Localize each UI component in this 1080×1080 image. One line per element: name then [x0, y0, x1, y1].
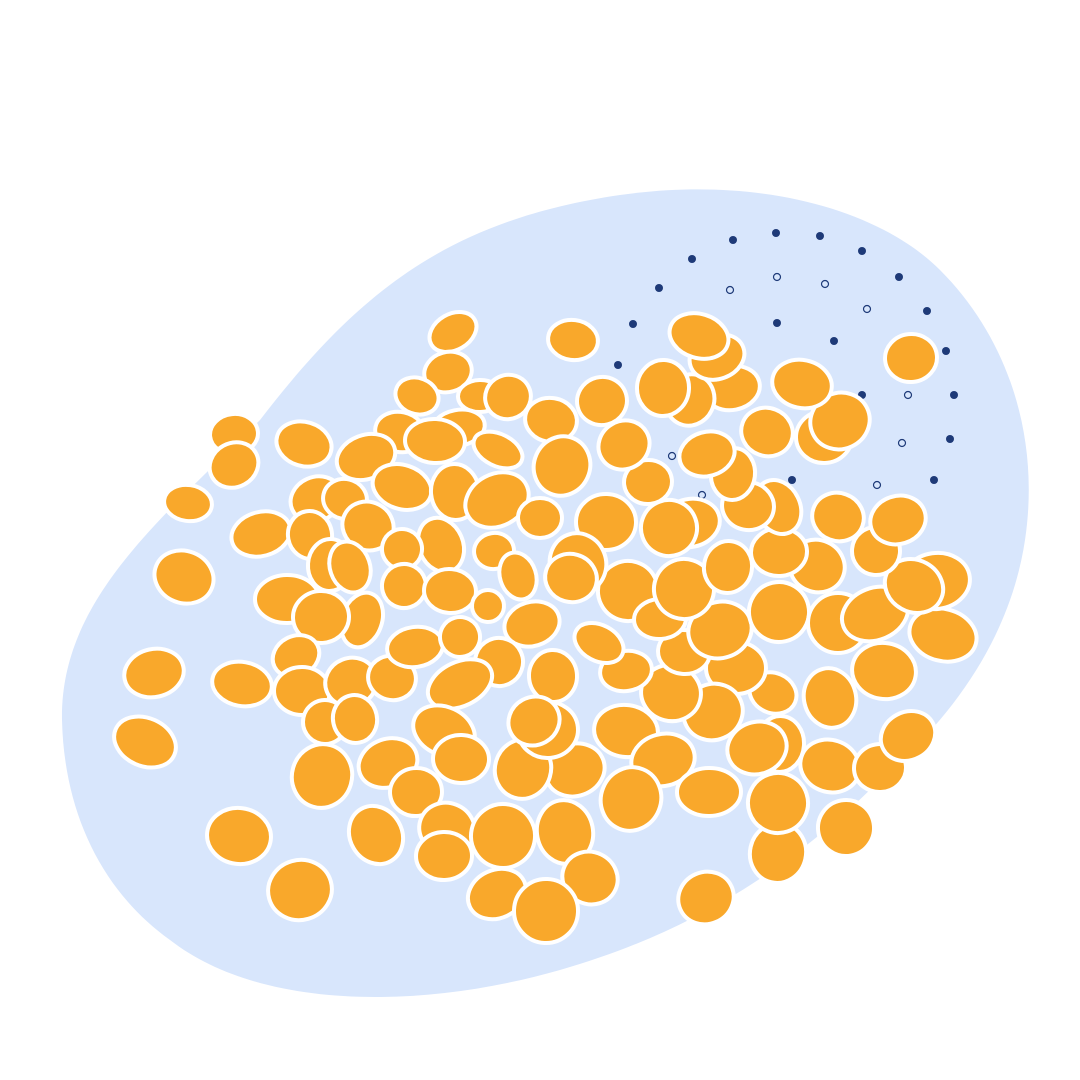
filled-dot: [946, 435, 954, 443]
orange-ellipse: [543, 551, 599, 605]
orange-ellipse: [639, 498, 699, 558]
orange-ellipse: [471, 429, 525, 471]
orange-ellipse: [274, 419, 334, 469]
orange-ellipse: [502, 599, 562, 649]
orange-ellipse: [346, 803, 406, 867]
orange-ellipse: [596, 418, 652, 472]
orange-ellipse: [122, 646, 186, 700]
orange-ellipse: [572, 620, 626, 666]
orange-ellipse: [470, 588, 506, 624]
orange-ellipse: [810, 490, 866, 544]
orange-ellipse: [291, 588, 351, 646]
ellipse-cluster: [112, 310, 979, 945]
orange-ellipse: [431, 732, 491, 786]
filled-dot: [816, 232, 824, 240]
orange-ellipse: [506, 694, 562, 748]
hollow-dot: [897, 438, 907, 448]
orange-ellipse: [497, 550, 539, 602]
dot-pattern: [614, 229, 958, 500]
orange-ellipse: [403, 416, 467, 466]
orange-ellipse: [868, 493, 928, 547]
orange-ellipse: [746, 771, 810, 835]
orange-ellipse: [598, 765, 664, 833]
orange-ellipse: [801, 666, 859, 730]
hollow-dot: [872, 480, 882, 490]
orange-ellipse: [531, 434, 593, 498]
orange-ellipse: [465, 866, 529, 922]
orange-ellipse: [483, 372, 533, 422]
hollow-dot: [725, 285, 735, 295]
orange-ellipse: [675, 765, 743, 819]
orange-ellipse: [676, 869, 736, 927]
orange-ellipse: [427, 310, 479, 354]
hollow-dot: [772, 272, 782, 282]
orange-ellipse: [725, 719, 789, 777]
orange-ellipse: [330, 693, 380, 745]
orange-ellipse: [907, 606, 979, 664]
filled-dot: [942, 347, 950, 355]
orange-ellipse: [162, 482, 214, 524]
orange-ellipse: [210, 659, 274, 709]
hollow-dot: [862, 304, 872, 314]
orange-ellipse: [414, 829, 474, 883]
orange-ellipse: [883, 331, 939, 385]
filled-dot: [614, 361, 622, 369]
hollow-dot: [820, 279, 830, 289]
orange-ellipse: [266, 857, 334, 923]
orange-ellipse: [205, 805, 273, 867]
orange-ellipse: [739, 405, 795, 459]
orange-ellipse: [207, 440, 261, 490]
filled-dot: [930, 476, 938, 484]
filled-dot: [655, 284, 663, 292]
orange-ellipse: [512, 877, 580, 945]
orange-ellipse: [816, 798, 876, 858]
filled-dot: [895, 273, 903, 281]
orange-ellipse: [575, 374, 629, 428]
filled-dot: [950, 391, 958, 399]
orange-ellipse: [546, 317, 600, 363]
orange-ellipse: [747, 580, 811, 644]
orange-ellipse: [878, 709, 938, 763]
orange-ellipse: [327, 539, 373, 595]
filled-dot: [830, 337, 838, 345]
orange-ellipse: [289, 742, 355, 810]
orange-ellipse: [677, 429, 737, 479]
orange-ellipse: [469, 802, 537, 870]
orange-ellipse: [112, 714, 178, 770]
orange-ellipse: [438, 615, 482, 659]
orange-ellipse: [701, 539, 755, 595]
filled-dot: [773, 319, 781, 327]
hollow-dot: [903, 390, 913, 400]
orange-ellipse: [388, 765, 444, 819]
filled-dot: [788, 476, 796, 484]
hollow-dot: [667, 451, 677, 461]
orange-ellipse: [425, 657, 495, 711]
orange-ellipse: [152, 548, 216, 606]
orange-ellipse: [516, 496, 564, 540]
orange-ellipse: [850, 640, 918, 702]
orange-ellipse: [667, 311, 731, 361]
filled-dot: [772, 229, 780, 237]
filled-dot: [923, 307, 931, 315]
filled-dot: [729, 236, 737, 244]
filled-dot: [629, 320, 637, 328]
orange-ellipse: [634, 358, 692, 418]
filled-dot: [688, 255, 696, 263]
filled-dot: [858, 247, 866, 255]
orange-ellipse: [463, 470, 531, 530]
orange-ellipse: [770, 357, 834, 411]
